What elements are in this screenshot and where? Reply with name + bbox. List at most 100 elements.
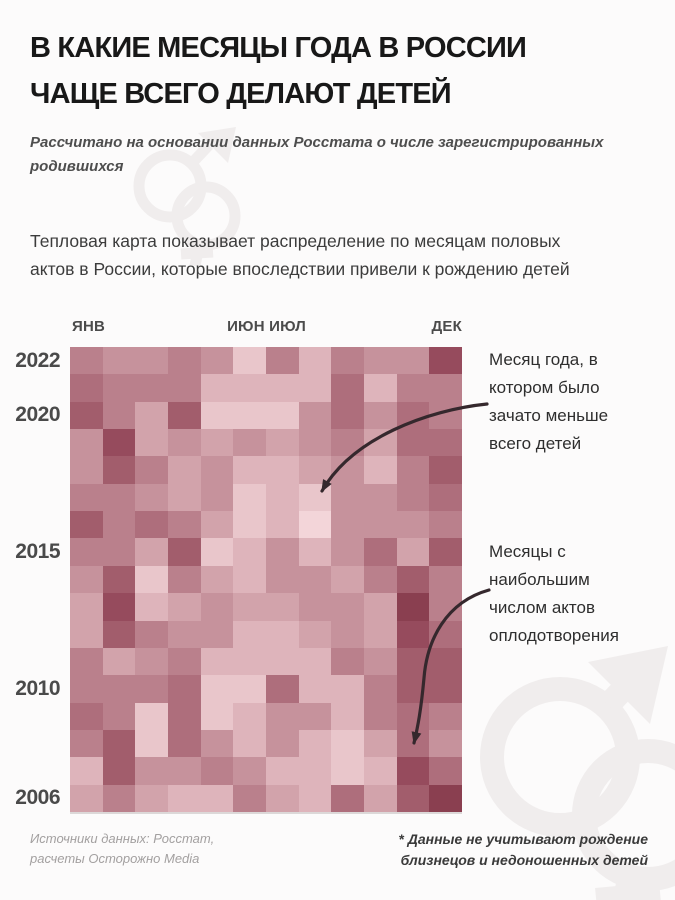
heatmap-cell-2015-АВГ (298, 538, 332, 566)
heatmap-cell-2006-ИЮЛ (266, 784, 299, 812)
heatmap-cell-2013-ЯНВ (70, 593, 103, 621)
heatmap-cell-2019-НОЯ (396, 429, 430, 457)
heatmap-cell-2018-ДЕК (429, 456, 462, 484)
year-tick-2020: 2020 (15, 403, 60, 427)
heatmap-cell-2009-МАР (135, 702, 168, 730)
heatmap-cell-2013-ОКТ (364, 593, 397, 621)
heatmap-cell-2022-МАЙ (200, 347, 234, 375)
heatmap-cell-2016-АПР (168, 511, 201, 539)
heatmap-cell-2010-ИЮН (233, 675, 266, 703)
heatmap-cell-2019-МАЙ (200, 429, 234, 457)
heatmap-cell-2006-ДЕК (429, 784, 462, 812)
heatmap-cell-2018-АПР (168, 456, 201, 484)
heatmap-cell-2007-МАЙ (200, 757, 234, 785)
intro-paragraph: Тепловая карта показывает распределение … (30, 231, 570, 280)
heatmap-cell-2017-АВГ (298, 483, 332, 512)
heatmap-cell-2017-МАР (135, 483, 168, 512)
heatmap-cell-2018-ОКТ (364, 456, 397, 484)
year-tick-2015: 2015 (15, 540, 60, 564)
heatmap-cell-2006-СЕН (331, 784, 364, 812)
heatmap-cell-2017-ИЮН (233, 483, 266, 512)
heatmap-cell-2012-МАЙ (200, 620, 234, 648)
heatmap-cell-2009-СЕН (331, 702, 364, 730)
heatmap-cell-2010-АПР (168, 675, 201, 703)
heatmap-cell-2006-МАЙ (200, 784, 234, 812)
heatmap-cell-2013-МАЙ (200, 593, 234, 621)
heatmap-cell-2013-АВГ (298, 593, 332, 621)
heatmap-cell-2019-АВГ (298, 429, 332, 457)
heatmap-cell-2019-ФЕВ (102, 429, 136, 457)
page-subtitle: Рассчитано на основании данных Росстата … (30, 134, 604, 175)
heatmap-cell-2017-ЯНВ (70, 483, 103, 512)
heatmap-cell-2006-АВГ (298, 784, 332, 812)
heatmap-cell-2009-МАЙ (200, 702, 234, 730)
heatmap-cell-2014-ДЕК (429, 565, 462, 594)
heatmap-cell-2020-ИЮЛ (266, 401, 299, 430)
heatmap-cell-2019-МАР (135, 429, 168, 457)
heatmap-cell-2019-СЕН (331, 429, 364, 457)
heatmap-cell-2010-ИЮЛ (266, 675, 299, 703)
x-axis-label-jun-jul: ИЮН ИЮЛ (227, 318, 306, 335)
heatmap-cell-2019-АПР (168, 429, 201, 457)
heatmap-cell-2010-ДЕК (429, 675, 462, 703)
heatmap-cell-2010-ФЕВ (102, 675, 136, 703)
heatmap-cell-2020-ЯНВ (70, 401, 103, 430)
heatmap-cell-2017-СЕН (331, 483, 364, 512)
heatmap-cell-2012-ДЕК (429, 620, 462, 648)
heatmap-cell-2022-НОЯ (396, 347, 430, 375)
heatmap-cell-2016-МАЙ (200, 511, 234, 539)
footnote: * Данные не учитывают рождение близнецов… (398, 831, 648, 868)
heatmap-cell-2012-АВГ (298, 620, 332, 648)
heatmap-cell-2009-НОЯ (396, 702, 430, 730)
heatmap-cell-2008-АВГ (298, 729, 332, 758)
year-tick-2022: 2022 (15, 348, 60, 372)
heatmap-cell-2017-ФЕВ (102, 483, 136, 512)
heatmap-cell-2011-МАР (135, 647, 168, 676)
heatmap-cell-2020-НОЯ (396, 401, 430, 430)
heatmap-cell-2012-ЯНВ (70, 620, 103, 648)
heatmap-cell-2014-СЕН (331, 565, 364, 594)
heatmap-cell-2009-АПР (168, 702, 201, 730)
heatmap-cell-2006-ФЕВ (102, 784, 136, 812)
heatmap-cell-2007-МАР (135, 757, 168, 785)
heatmap-cell-2007-АВГ (298, 757, 332, 785)
heatmap-cell-2014-МАР (135, 565, 168, 594)
heatmap-cell-2021-СЕН (331, 374, 364, 402)
heatmap-cell-2016-МАР (135, 511, 168, 539)
heatmap-cell-2019-ДЕК (429, 429, 462, 457)
heatmap-cell-2021-НОЯ (396, 374, 430, 402)
heatmap-cell-2020-АВГ (298, 401, 332, 430)
heatmap-cell-2019-ЯНВ (70, 429, 103, 457)
heatmap-cell-2006-АПР (168, 784, 201, 812)
heatmap-cell-2009-АВГ (298, 702, 332, 730)
heatmap-cell-2015-ОКТ (364, 538, 397, 566)
heatmap-cell-2011-ДЕК (429, 647, 462, 676)
heatmap-cell-2021-МАЙ (200, 374, 234, 402)
heatmap-cell-2012-НОЯ (396, 620, 430, 648)
page-title-line2: ЧАЩЕ ВСЕГО ДЕЛАЮТ ДЕТЕЙ (30, 78, 452, 110)
heatmap-cell-2013-ДЕК (429, 593, 462, 621)
heatmap-cell-2017-НОЯ (396, 483, 430, 512)
heatmap-cell-2007-ДЕК (429, 757, 462, 785)
heatmap-cell-2014-ИЮЛ (266, 565, 299, 594)
heatmap-cell-2021-АПР (168, 374, 201, 402)
heatmap-cell-2021-АВГ (298, 374, 332, 402)
heatmap-cell-2021-ЯНВ (70, 374, 103, 402)
heatmap-cell-2018-СЕН (331, 456, 364, 484)
heatmap-cell-2022-АПР (168, 347, 201, 375)
heatmap-cell-2014-НОЯ (396, 565, 430, 594)
heatmap-cell-2012-ИЮН (233, 620, 266, 648)
heatmap-cell-2008-МАР (135, 729, 168, 758)
heatmap-cell-2006-ИЮН (233, 784, 266, 812)
heatmap-cell-2009-ИЮН (233, 702, 266, 730)
heatmap-cell-2012-ОКТ (364, 620, 397, 648)
heatmap-cell-2018-ИЮН (233, 456, 266, 484)
heatmap-cell-2013-МАР (135, 593, 168, 621)
heatmap-cell-2011-АВГ (298, 647, 332, 676)
heatmap-cell-2018-МАР (135, 456, 168, 484)
heatmap-cell-2007-ИЮН (233, 757, 266, 785)
heatmap-cell-2006-МАР (135, 784, 168, 812)
heatmap-cell-2019-ИЮЛ (266, 429, 299, 457)
heatmap-cell-2022-ИЮН (233, 347, 266, 375)
